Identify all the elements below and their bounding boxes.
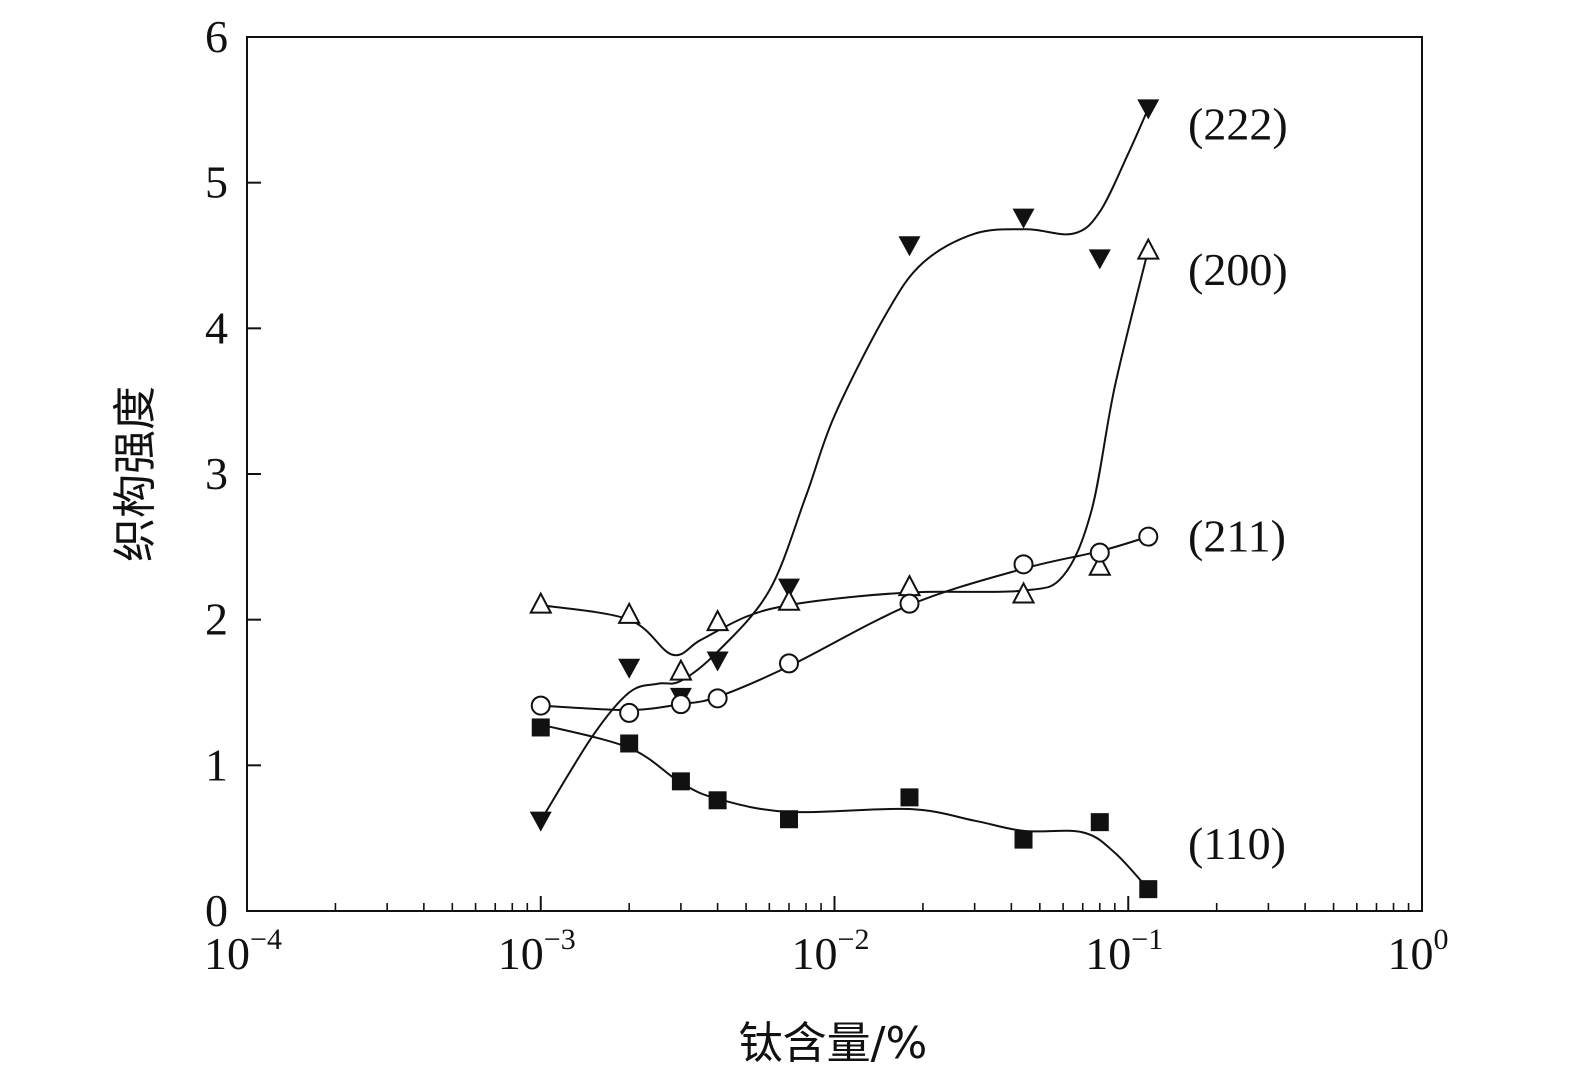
data-point-110: [671, 772, 690, 791]
fit-curve-110: [540, 723, 1150, 890]
y-axis-label: 织构强度: [110, 386, 161, 562]
data-point-211: [778, 653, 799, 674]
plot-frame: [246, 36, 1423, 912]
data-point-222: [529, 811, 552, 832]
x-tick-label: 10−2: [792, 923, 870, 979]
data-point-222: [1012, 208, 1035, 229]
data-point-200: [705, 608, 730, 632]
x-axis-label: 钛含量/%: [739, 1018, 928, 1069]
y-tick-label: 2: [205, 594, 228, 645]
data-point-200: [1136, 237, 1160, 260]
series-label: (211): [1188, 511, 1286, 562]
y-tick-label: 5: [205, 157, 228, 208]
data-point-110: [1139, 880, 1158, 899]
data-point-200: [777, 588, 801, 611]
data-point-200: [669, 658, 693, 681]
data-point-222: [706, 651, 729, 672]
data-point-222: [1137, 99, 1160, 120]
x-tick-label: 10−4: [204, 923, 282, 979]
data-point-200: [897, 574, 922, 597]
x-tick-label: 10−1: [1085, 923, 1163, 979]
x-tick-label: 10−3: [498, 923, 576, 979]
data-point-110: [1014, 830, 1033, 849]
data-point-200: [529, 591, 553, 614]
data-point-200: [1088, 553, 1112, 576]
series-label: (200): [1188, 244, 1288, 295]
data-point-110: [531, 718, 550, 737]
data-point-110: [708, 791, 727, 810]
data-point-211: [670, 694, 691, 715]
fit-curve-200: [540, 249, 1150, 657]
data-point-211: [1138, 526, 1159, 547]
data-point-200: [1011, 581, 1036, 604]
series-label: (222): [1188, 98, 1288, 149]
data-point-110: [900, 788, 919, 807]
data-point-211: [707, 688, 728, 709]
data-point-200: [617, 601, 641, 624]
data-point-211: [1089, 542, 1110, 563]
data-point-211: [619, 702, 640, 723]
data-point-222: [1088, 249, 1111, 270]
data-point-110: [620, 734, 639, 753]
data-point-211: [530, 695, 551, 716]
y-tick-label: 3: [205, 448, 228, 499]
fit-curve-211: [540, 535, 1149, 711]
data-point-211: [899, 593, 920, 614]
y-tick-label: 4: [205, 302, 228, 353]
series-label: (110): [1188, 818, 1286, 869]
y-tick-label: 1: [205, 739, 228, 790]
data-point-222: [618, 658, 641, 679]
y-tick-label: 0: [205, 885, 228, 936]
data-point-222: [898, 236, 921, 257]
x-tick-label: 100: [1388, 923, 1449, 979]
y-tick-label: 6: [205, 11, 228, 62]
data-point-211: [1013, 554, 1034, 575]
data-point-110: [779, 810, 798, 829]
data-point-110: [1090, 813, 1109, 832]
fit-curve-222: [539, 107, 1150, 822]
